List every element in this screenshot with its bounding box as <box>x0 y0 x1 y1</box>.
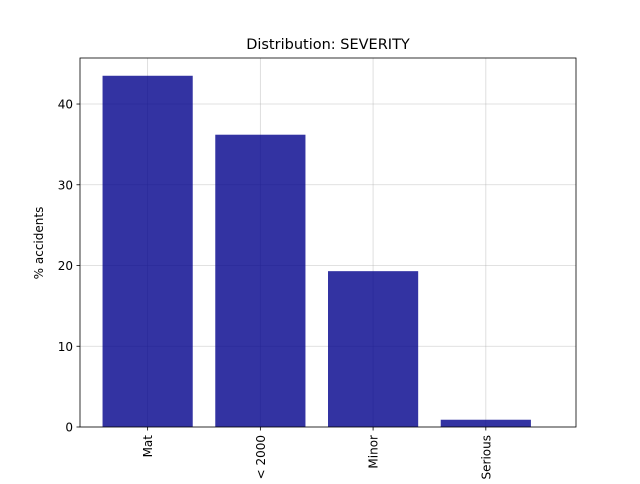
x-tick-label: Serious <box>479 435 493 479</box>
chart-title: Distribution: SEVERITY <box>246 37 410 53</box>
bar <box>328 271 419 427</box>
y-tick-label: 30 <box>58 178 73 192</box>
y-tick-label: 40 <box>58 98 73 112</box>
bars <box>102 75 531 428</box>
bar <box>440 419 531 427</box>
y-axis-label: % accidents <box>32 207 46 280</box>
y-tick-label: 20 <box>58 259 73 273</box>
plot-frame <box>79 57 577 428</box>
bar <box>215 134 306 427</box>
bar <box>102 75 193 428</box>
axes <box>76 57 577 431</box>
x-tick-label: Minor <box>367 435 381 469</box>
tick-labels: 0 10 20 30 40 Mat < 2000 Minor Serious <box>58 98 494 480</box>
y-tick-label: 0 <box>65 421 73 435</box>
x-tick-label: < 2000 <box>254 435 268 479</box>
y-tick-label: 10 <box>58 340 73 354</box>
x-tick-label: Mat <box>141 435 155 458</box>
